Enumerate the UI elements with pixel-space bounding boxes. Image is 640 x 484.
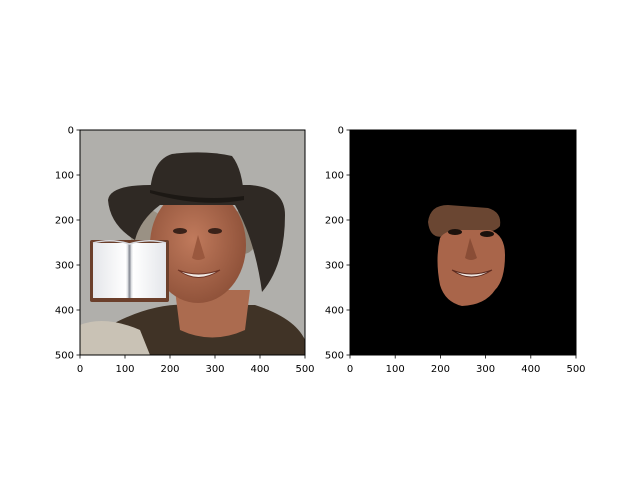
left-xtick-label: 300 — [205, 364, 224, 375]
right-xtick-label: 0 — [347, 364, 353, 375]
right-ytick-label: 300 — [325, 261, 344, 272]
right-xtick-label: 400 — [521, 364, 540, 375]
right-ytick-label: 500 — [325, 351, 344, 362]
right-xtick-label: 200 — [431, 364, 450, 375]
masked-eye-left — [448, 229, 462, 235]
nose — [192, 235, 205, 260]
hat-band — [150, 190, 244, 203]
right-ytick-label: 100 — [325, 171, 344, 182]
eye-right — [208, 228, 222, 234]
right-xtick-label: 100 — [386, 364, 405, 375]
left-ytick-label: 200 — [55, 216, 74, 227]
left-ytick-label: 300 — [55, 261, 74, 272]
right-ytick-label: 200 — [325, 216, 344, 227]
left-xtick-label: 400 — [250, 364, 269, 375]
hat-crown — [150, 152, 244, 203]
right-xtick-label: 500 — [566, 364, 585, 375]
smile — [177, 269, 221, 278]
masked-smile — [451, 269, 493, 278]
left-ytick-label: 0 — [68, 126, 74, 137]
right-axes-frame — [349, 129, 577, 356]
masked-hair — [428, 205, 501, 237]
hat-brim — [108, 185, 285, 292]
patterned-garment — [80, 321, 150, 355]
eye-left — [173, 228, 187, 234]
right-xtick-label: 300 — [476, 364, 495, 375]
photo-image — [80, 130, 305, 355]
open-book-icon — [90, 240, 169, 302]
right-ytick-label: 400 — [325, 306, 344, 317]
masked-face — [437, 230, 505, 306]
left-ytick-label: 400 — [55, 306, 74, 317]
left-ytick-label: 100 — [55, 171, 74, 182]
masked-face-image — [350, 130, 576, 355]
left-xtick-label: 100 — [115, 364, 134, 375]
left-axes-frame — [79, 129, 306, 356]
right-ytick-label: 0 — [338, 126, 344, 137]
masked-eye-right — [480, 231, 494, 237]
left-xtick-label: 200 — [160, 364, 179, 375]
left-xtick-label: 0 — [77, 364, 83, 375]
masked-nose — [465, 238, 477, 260]
left-xtick-label: 500 — [295, 364, 314, 375]
left-ytick-label: 500 — [55, 351, 74, 362]
